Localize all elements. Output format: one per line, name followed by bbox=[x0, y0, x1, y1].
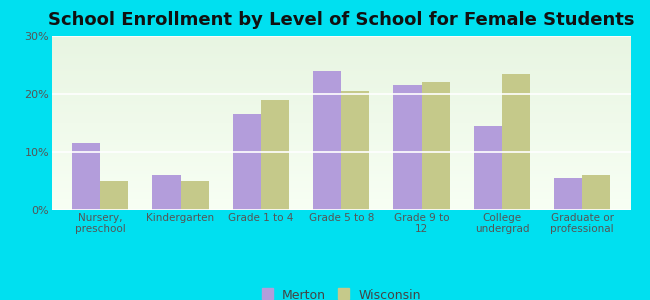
Bar bbox=[474, 126, 502, 210]
Bar bbox=[261, 100, 289, 210]
Legend: Merton, Wisconsin: Merton, Wisconsin bbox=[255, 283, 427, 300]
Bar bbox=[181, 181, 209, 210]
Bar bbox=[72, 143, 100, 210]
Bar bbox=[582, 175, 610, 210]
Bar bbox=[233, 114, 261, 210]
Bar bbox=[153, 175, 181, 210]
Bar bbox=[341, 91, 369, 210]
Title: School Enrollment by Level of School for Female Students: School Enrollment by Level of School for… bbox=[48, 11, 634, 29]
Bar bbox=[100, 181, 128, 210]
Bar bbox=[393, 85, 422, 210]
Bar bbox=[313, 71, 341, 210]
Bar bbox=[422, 82, 450, 210]
Bar bbox=[554, 178, 582, 210]
Bar bbox=[502, 74, 530, 210]
